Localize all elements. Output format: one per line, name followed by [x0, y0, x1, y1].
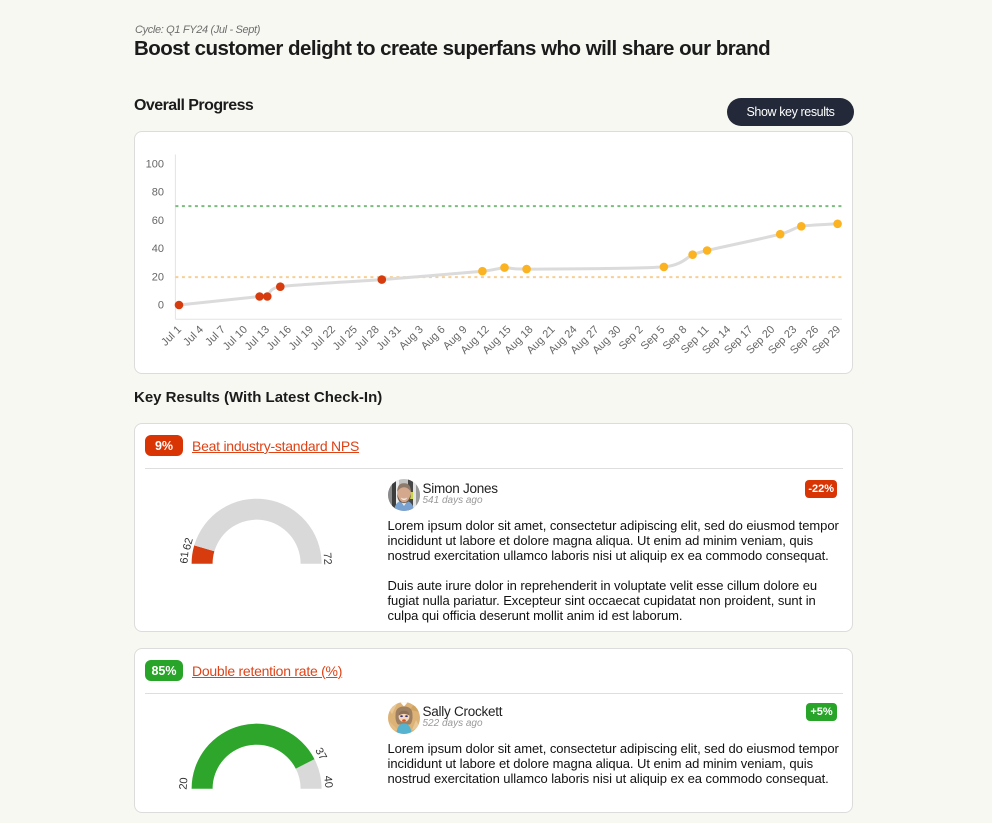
svg-text:20: 20 — [178, 777, 191, 790]
svg-text:72: 72 — [321, 552, 334, 565]
svg-text:Aug 6: Aug 6 — [419, 324, 448, 353]
svg-text:Sep 2: Sep 2 — [617, 324, 646, 353]
svg-text:60: 60 — [152, 215, 164, 227]
svg-text:40: 40 — [321, 775, 334, 788]
svg-text:0: 0 — [158, 300, 164, 312]
svg-text:61: 61 — [178, 551, 191, 564]
svg-text:Jul 1: Jul 1 — [159, 324, 184, 349]
svg-text:40: 40 — [152, 243, 164, 255]
svg-text:80: 80 — [152, 187, 164, 199]
svg-text:Sep 5: Sep 5 — [639, 324, 668, 353]
svg-text:37: 37 — [312, 746, 328, 762]
svg-text:20: 20 — [152, 271, 164, 283]
svg-text:Jul 31: Jul 31 — [375, 324, 404, 353]
svg-text:100: 100 — [146, 159, 164, 171]
svg-text:62: 62 — [181, 536, 196, 551]
svg-text:Aug 3: Aug 3 — [397, 324, 426, 353]
svg-text:Jul 4: Jul 4 — [181, 324, 206, 349]
